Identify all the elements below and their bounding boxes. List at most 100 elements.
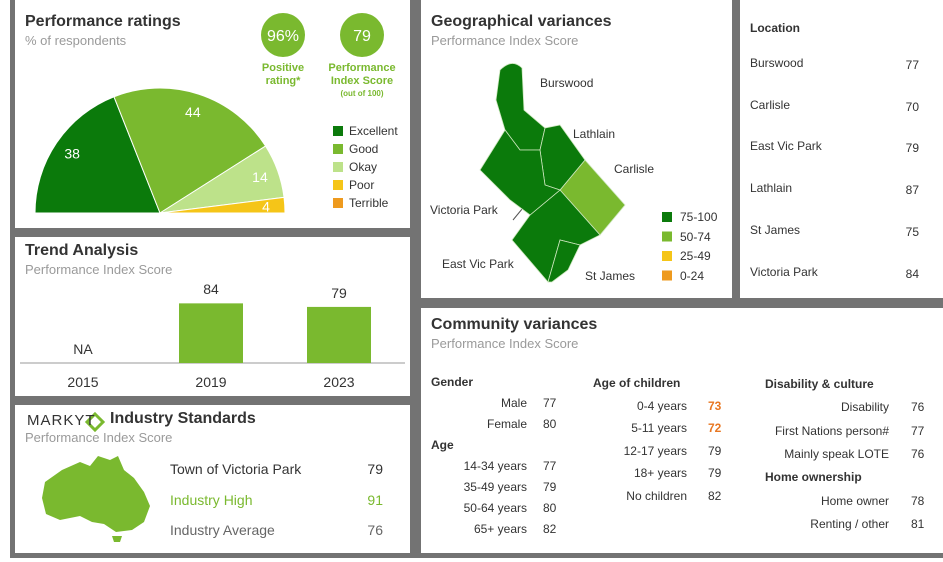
item-value: 80 — [543, 501, 557, 515]
item-label: 50-64 years — [463, 501, 527, 515]
item-value: 79 — [708, 466, 722, 480]
x-tick-label: 2015 — [67, 374, 99, 390]
legend-swatch — [333, 144, 343, 154]
x-tick-label: 2019 — [195, 374, 227, 390]
badge-value: 79 — [353, 28, 371, 45]
item-label: 65+ years — [473, 522, 527, 536]
item-value: 80 — [543, 417, 557, 431]
item-label: Renting / other — [810, 516, 889, 531]
legend-swatch — [662, 231, 672, 242]
legend-label: Excellent — [349, 124, 398, 138]
item-value: 73 — [708, 398, 722, 413]
row-value: 76 — [367, 522, 383, 538]
slice-label: 44 — [185, 104, 201, 120]
row-label: Industry High — [170, 491, 253, 508]
panel-title: Trend Analysis — [25, 242, 139, 259]
panel — [740, 0, 943, 298]
map-label: Victoria Park — [430, 203, 498, 217]
group-title: Age — [431, 438, 454, 452]
item-value: 77 — [543, 459, 557, 473]
table-value: 70 — [905, 99, 919, 114]
group-title: Gender — [431, 375, 474, 389]
panel-title: Geographical variances — [431, 13, 612, 30]
group-title: Disability & culture — [765, 377, 874, 391]
x-tick-label: 2023 — [323, 374, 355, 390]
table-name: Burswood — [750, 56, 804, 70]
item-label: 35-49 years — [463, 480, 527, 494]
group-title: Age of children — [593, 376, 681, 390]
bar-label: NA — [73, 341, 93, 357]
legend-label: 0-24 — [680, 268, 705, 283]
legend-label: 75-100 — [680, 210, 718, 224]
item-label: 0-4 years — [636, 398, 687, 413]
bar — [307, 306, 371, 363]
legend-label: 25-49 — [680, 249, 711, 263]
bar-label: 84 — [203, 281, 219, 298]
item-value: 82 — [543, 522, 557, 536]
australia-icon — [42, 456, 150, 542]
row-label: Town of Victoria Park — [170, 461, 302, 477]
table-value: 79 — [905, 141, 919, 156]
badge-value: 96% — [267, 28, 299, 45]
table-name: Lathlain — [750, 181, 793, 196]
legend-swatch — [333, 198, 343, 208]
table-header: Location — [750, 21, 800, 35]
item-label: 12-17 years — [623, 443, 687, 458]
panel-title: Performance ratings — [25, 13, 181, 30]
item-label: First Nations person# — [774, 423, 889, 438]
table-value: 84 — [905, 266, 919, 281]
map-label: St James — [585, 269, 636, 283]
panel-title: Industry Standards — [110, 410, 256, 427]
brand: MARKYT — [27, 412, 96, 429]
table-value: 87 — [905, 183, 919, 198]
item-value: 82 — [708, 488, 722, 503]
table-name: Victoria Park — [750, 264, 818, 279]
badge-label: Positive rating* — [261, 62, 305, 87]
map-label: Carlisle — [614, 162, 655, 176]
item-label: 5-11 years — [631, 421, 687, 435]
row-value: 91 — [367, 491, 383, 508]
item-label: 14-34 years — [463, 459, 527, 473]
bar — [179, 303, 243, 363]
item-value: 72 — [708, 421, 722, 435]
badge-label: Performance Index Score — [328, 62, 396, 87]
slice-label: 14 — [252, 169, 268, 185]
logo-diamond — [84, 411, 106, 433]
panel-subtitle: Performance Index Score — [431, 336, 579, 351]
item-value: 81 — [911, 516, 925, 531]
item-label: Female — [486, 417, 527, 431]
panel-title: Community variances — [431, 316, 598, 333]
item-value: 79 — [543, 480, 557, 494]
map-label: East Vic Park — [442, 257, 514, 271]
item-value: 77 — [911, 423, 925, 438]
item-label: No children — [626, 488, 687, 503]
table-name: St James — [750, 222, 801, 237]
item-value: 78 — [911, 493, 925, 508]
legend-swatch — [333, 126, 343, 136]
item-label: Disability — [840, 400, 889, 415]
table-name: Carlisle — [750, 97, 791, 112]
row-label: Industry Average — [170, 522, 275, 538]
group-title: Home ownership — [765, 470, 862, 485]
slice-label: 4 — [262, 198, 270, 214]
panel-subtitle: Performance Index Score — [25, 262, 173, 277]
map-label: Lathlain — [573, 127, 616, 141]
map-region — [479, 129, 561, 216]
legend-label: Poor — [349, 178, 375, 192]
slice-label: 38 — [64, 145, 80, 161]
panel — [421, 308, 943, 553]
legend-label: 50-74 — [680, 229, 711, 244]
badge-note: (out of 100) — [340, 89, 384, 98]
item-label: Home owner — [820, 493, 889, 508]
map-region — [547, 239, 581, 283]
item-value: 76 — [911, 400, 925, 415]
legend-swatch — [333, 162, 343, 172]
legend-swatch — [333, 180, 343, 190]
item-label: Male — [500, 396, 527, 410]
item-label: 18+ years — [633, 466, 687, 480]
panel-subtitle: Performance Index Score — [25, 430, 173, 445]
legend-swatch — [662, 212, 672, 222]
legend-label: Good — [349, 142, 379, 156]
